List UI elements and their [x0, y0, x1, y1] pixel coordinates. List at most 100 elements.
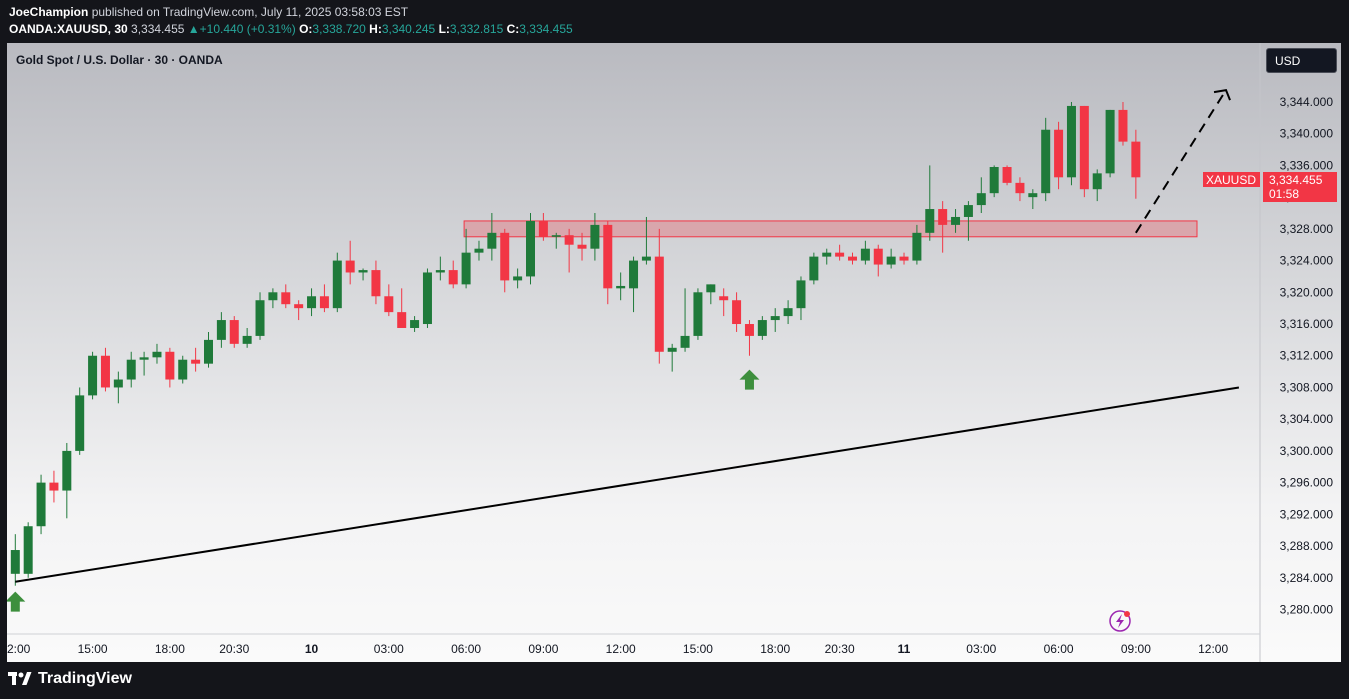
lightning-icon — [1109, 610, 1131, 632]
y-tick-label: 3,300.000 — [1280, 444, 1334, 458]
y-tick-label: 3,336.000 — [1280, 158, 1334, 172]
candle — [410, 320, 420, 328]
candle — [938, 209, 948, 225]
candle — [75, 395, 85, 451]
candle — [513, 276, 523, 281]
candle — [100, 355, 110, 388]
tradingview-footer: TradingView — [8, 670, 132, 688]
y-tick-label: 3,296.000 — [1280, 476, 1334, 490]
candle — [1066, 105, 1076, 178]
y-tick-label: 3,292.000 — [1280, 507, 1334, 521]
candle — [113, 379, 123, 388]
candle — [204, 339, 213, 364]
x-tick-label: 20:30 — [219, 642, 249, 656]
candle — [551, 235, 561, 237]
x-tick-label: 18:00 — [155, 642, 185, 656]
candle — [229, 320, 239, 344]
y-tick-label: 3,288.000 — [1280, 539, 1334, 553]
candle — [925, 209, 935, 233]
candle — [796, 280, 806, 309]
candle — [526, 220, 535, 277]
candle — [770, 316, 780, 321]
x-tick-label: 11 — [898, 642, 911, 656]
candle — [500, 232, 510, 281]
candle — [307, 296, 317, 309]
candle — [654, 256, 664, 352]
tradingview-logo-icon — [8, 672, 32, 685]
candle — [822, 252, 832, 257]
candle — [371, 270, 381, 297]
low-label: L: — [438, 22, 450, 36]
ohlc-line: OANDA:XAUUSD, 30 3,334.455 ▲+10.440 (+0.… — [9, 22, 573, 36]
candle — [448, 270, 458, 285]
candle — [487, 232, 497, 249]
candle — [49, 482, 59, 491]
x-tick-label: 20:30 — [825, 642, 855, 656]
bar-countdown: 01:58 — [1269, 187, 1299, 201]
price-chart[interactable]: 3,280.000 3,284.000 3,288.000 3,292.000 3,29… — [7, 43, 1341, 662]
candle — [860, 248, 870, 261]
last-price-tag — [1263, 172, 1337, 202]
buy-arrow-icon — [7, 591, 26, 612]
x-tick-label: 12:00 — [606, 642, 636, 656]
low-value: 3,332.815 — [449, 22, 504, 36]
symbol-label: OANDA:XAUUSD, 30 — [9, 22, 128, 36]
candle — [23, 526, 33, 574]
candle — [603, 224, 613, 289]
high-label: H: — [369, 22, 382, 36]
candle — [268, 292, 278, 301]
last-price: 3,334.455 — [131, 22, 185, 36]
candle — [242, 335, 252, 344]
candle — [951, 216, 961, 225]
change-value: +10.440 (+0.31%) — [199, 22, 296, 36]
open-label: O: — [299, 22, 313, 36]
candle — [577, 244, 587, 249]
y-tick-label: 3,324.000 — [1280, 254, 1334, 268]
candle — [422, 272, 432, 325]
author[interactable]: JoeChampion — [9, 5, 89, 19]
candle — [1131, 141, 1141, 178]
candle — [216, 320, 226, 340]
x-tick-label: 10 — [305, 642, 319, 656]
candle — [332, 260, 342, 309]
x-tick-label: 12:00 — [7, 642, 31, 656]
x-tick-label: 12:00 — [1198, 642, 1228, 656]
candle — [281, 292, 291, 305]
high-value: 3,340.245 — [381, 22, 436, 36]
candle — [474, 248, 484, 253]
candle — [152, 351, 162, 358]
candle — [1105, 109, 1115, 174]
candle — [848, 256, 857, 261]
currency-button[interactable]: USD — [1266, 48, 1337, 73]
candle — [835, 252, 845, 257]
chart-frame[interactable]: Gold Spot / U.S. Dollar · 30 · OANDA USD… — [7, 43, 1341, 662]
candle — [10, 550, 20, 574]
lightning-icon-glyph — [1116, 614, 1124, 628]
candle — [345, 260, 355, 273]
price-tag-symbol — [1203, 172, 1260, 187]
y-tick-label: 3,284.000 — [1280, 571, 1334, 585]
open-value: 3,338.720 — [312, 22, 366, 36]
candle — [629, 260, 639, 289]
price-tag-symbol-text: XAUUSD — [1206, 173, 1256, 187]
candle — [1041, 129, 1051, 194]
candle — [680, 335, 690, 348]
candle — [590, 224, 600, 249]
candle — [126, 359, 136, 380]
candle — [989, 167, 999, 194]
y-tick-label: 3,328.000 — [1280, 222, 1334, 236]
candle — [719, 296, 729, 301]
candle — [1054, 129, 1064, 178]
candle — [319, 296, 329, 309]
candle — [62, 450, 72, 491]
candle — [165, 351, 175, 380]
trendline — [15, 386, 1240, 583]
y-tick-label: 3,344.000 — [1280, 95, 1334, 109]
candle — [899, 256, 909, 261]
candle — [873, 248, 883, 265]
x-tick-label: 09:00 — [1121, 642, 1151, 656]
x-tick-label: 18:00 — [760, 642, 790, 656]
x-tick-label: 15:00 — [78, 642, 108, 656]
candle — [693, 292, 703, 336]
y-tick-label: 3,320.000 — [1280, 285, 1334, 299]
